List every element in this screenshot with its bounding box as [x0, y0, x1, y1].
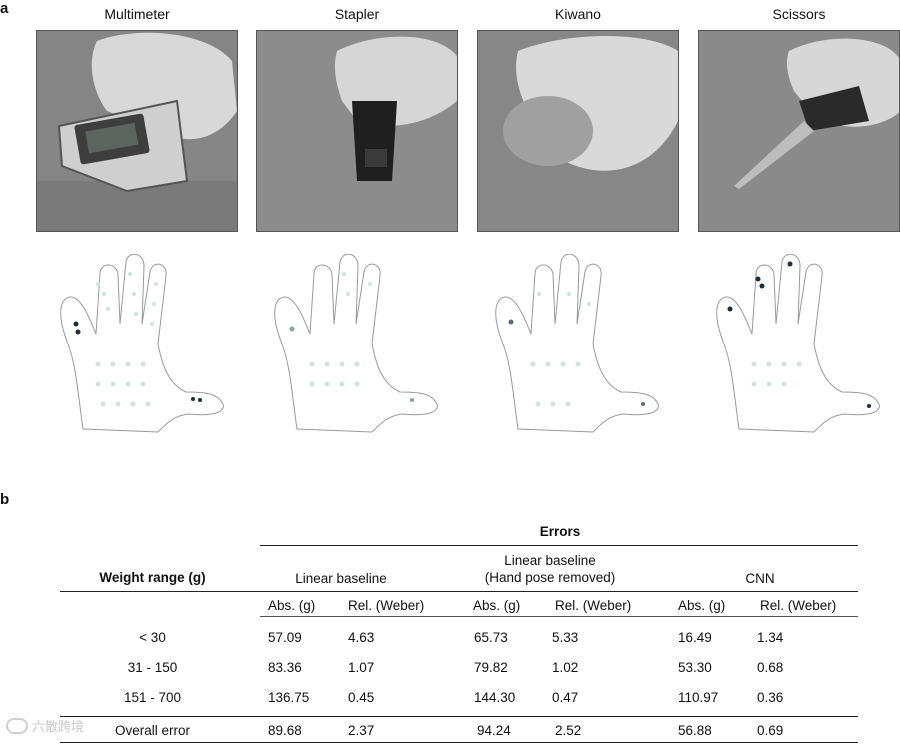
- row-range: 151 - 700: [123, 690, 182, 705]
- cell-value: 89.68: [268, 723, 302, 738]
- cell-value: 1.34: [757, 630, 784, 645]
- pressure-map-kiwano: [493, 253, 663, 441]
- cell-value: 5.33: [552, 630, 579, 645]
- subheader-abs-1: Abs. (g): [268, 598, 316, 613]
- watermark-logo-icon: [6, 717, 28, 734]
- cell-value: 4.63: [348, 630, 375, 645]
- subheader-rel-1: Rel. (Weber): [348, 598, 425, 613]
- row-range: Overall error: [114, 723, 190, 738]
- cell-value: 1.07: [348, 660, 375, 675]
- cell-value: 2.52: [555, 723, 582, 738]
- cell-value: 56.88: [678, 723, 712, 738]
- photo-stapler: [256, 30, 458, 232]
- pressure-map-multimeter: [58, 253, 228, 441]
- cell-value: 16.49: [678, 630, 712, 645]
- subheader-abs-2: Abs. (g): [473, 598, 521, 613]
- object-label-scissors: Scissors: [772, 6, 826, 22]
- subheader-rel-3: Rel. (Weber): [760, 598, 837, 613]
- row-range: < 30: [139, 630, 166, 645]
- panel-b-letter: b: [0, 491, 10, 508]
- watermark-text: 六散跨境: [32, 719, 85, 734]
- cell-value: 0.45: [348, 690, 375, 705]
- object-label-multimeter: Multimeter: [104, 6, 170, 22]
- cell-value: 0.36: [757, 690, 784, 705]
- bottom-rule: [60, 742, 858, 743]
- pressure-map-stapler: [272, 253, 442, 441]
- pressure-map-scissors: [714, 253, 884, 441]
- object-label-stapler: Stapler: [334, 6, 380, 22]
- cell-value: 110.97: [678, 690, 719, 705]
- photo-multimeter: [36, 30, 238, 232]
- group-linear-pose-removed-line2: (Hand pose removed): [484, 570, 616, 585]
- subheader-rel-2: Rel. (Weber): [555, 598, 632, 613]
- cell-value: 79.82: [474, 660, 508, 675]
- cell-value: 0.68: [757, 660, 784, 675]
- subheader-abs-3: Abs. (g): [678, 598, 726, 613]
- subheader-rule: [260, 616, 858, 617]
- cell-value: 57.09: [268, 630, 302, 645]
- cell-value: 65.73: [474, 630, 508, 645]
- cell-value: 94.24: [477, 723, 511, 738]
- photo-scissors: [698, 30, 900, 232]
- cell-value: 0.69: [757, 723, 784, 738]
- cell-value: 53.30: [678, 660, 712, 675]
- object-label-kiwano: Kiwano: [555, 6, 601, 22]
- overall-rule: [60, 716, 858, 717]
- cell-value: 0.47: [552, 690, 579, 705]
- group-cnn: CNN: [745, 571, 775, 586]
- errors-header: Errors: [539, 524, 581, 539]
- cell-value: 2.37: [348, 723, 375, 738]
- photo-kiwano: [477, 30, 679, 232]
- group-linear-baseline: Linear baseline: [295, 571, 387, 586]
- row-range: 31 - 150: [127, 660, 178, 675]
- errors-rule: [260, 545, 858, 546]
- group-linear-pose-removed-line1: Linear baseline: [504, 553, 596, 568]
- cell-value: 144.30: [474, 690, 516, 705]
- cell-value: 136.75: [268, 690, 310, 705]
- panel-a-letter: a: [0, 0, 9, 17]
- cell-value: 1.02: [552, 660, 579, 675]
- header-rule: [60, 591, 858, 592]
- watermark: 六散跨境: [6, 716, 84, 735]
- weight-range-header: Weight range (g): [99, 570, 206, 585]
- cell-value: 83.36: [268, 660, 302, 675]
